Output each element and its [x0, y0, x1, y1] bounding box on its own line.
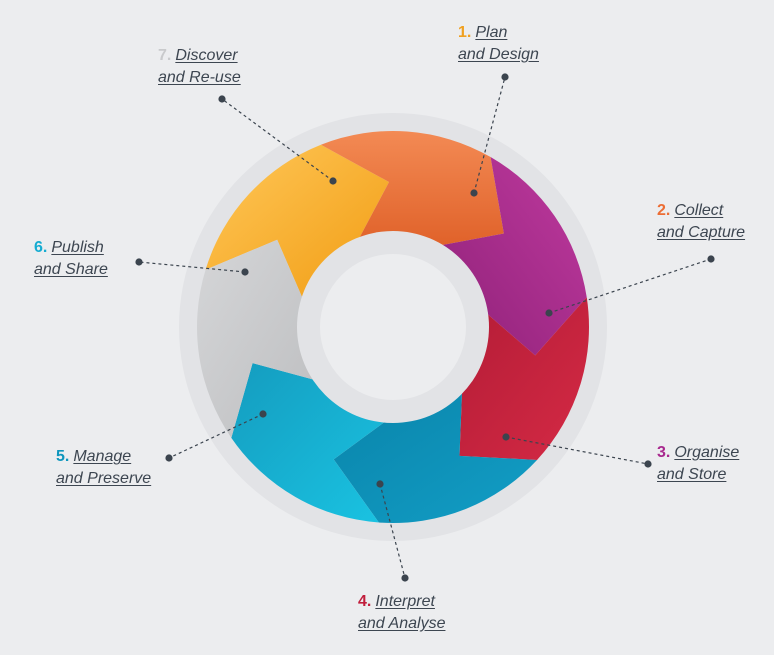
- step-number: 2.: [657, 202, 671, 219]
- step-6-publish-label[interactable]: 6. Publish and Share: [34, 237, 108, 281]
- step-subtitle[interactable]: and Share: [34, 261, 108, 278]
- step-4-interpret-label[interactable]: 4. Interpret and Analyse: [358, 591, 445, 635]
- connector-interpret-dot-label: [401, 574, 409, 582]
- segment-interpret[interactable]: [459, 297, 590, 460]
- step-title[interactable]: Plan: [475, 24, 508, 41]
- connector-collect-dot-label: [707, 255, 715, 263]
- step-title[interactable]: Interpret: [375, 593, 435, 610]
- connector-organise: [505, 436, 649, 465]
- step-number: 6.: [34, 239, 48, 256]
- segment-organise[interactable]: [439, 157, 587, 356]
- connector-manage-dot-label: [165, 454, 173, 462]
- step-number: 3.: [657, 444, 671, 461]
- step-7-discover-label[interactable]: 7. Discover and Re-use: [158, 45, 241, 89]
- step-number: 4.: [358, 593, 372, 610]
- step-title[interactable]: Organise: [674, 444, 740, 461]
- step-number: 7.: [158, 47, 172, 64]
- step-title[interactable]: Manage: [73, 448, 132, 465]
- step-subtitle[interactable]: and Store: [657, 466, 727, 483]
- connector-publish-dot-segment: [241, 268, 249, 276]
- step-subtitle[interactable]: and Capture: [657, 224, 746, 241]
- connector-discover-dot-segment: [329, 177, 337, 185]
- step-number: 5.: [56, 448, 70, 465]
- step-title[interactable]: Publish: [51, 239, 104, 256]
- step-subtitle[interactable]: and Analyse: [358, 615, 446, 632]
- segment-manage[interactable]: [333, 390, 538, 523]
- step-subtitle[interactable]: and Design: [458, 46, 539, 63]
- segment-discover[interactable]: [197, 239, 316, 438]
- connector-organise-dot-label: [644, 460, 652, 468]
- step-5-manage-label[interactable]: 5. Manage and Preserve: [56, 446, 151, 490]
- connector-plan-dot-label: [501, 73, 509, 81]
- step-1-plan-label[interactable]: 1. Plan and Design: [458, 22, 539, 66]
- connector-publish-dot-label: [135, 258, 143, 266]
- connector-organise-dot-segment: [502, 433, 510, 441]
- step-title[interactable]: Collect: [674, 202, 724, 219]
- step-subtitle[interactable]: and Re-use: [158, 69, 241, 86]
- connector-manage: [168, 413, 264, 459]
- center-hole: [320, 254, 466, 400]
- connector-plan-dot-segment: [470, 189, 478, 197]
- connector-manage-dot-segment: [259, 410, 267, 418]
- segment-collect[interactable]: [320, 131, 504, 246]
- segment-plan[interactable]: [205, 144, 390, 300]
- step-title[interactable]: Discover: [175, 47, 238, 64]
- connector-collect: [548, 258, 712, 314]
- connector-discover: [221, 98, 334, 182]
- step-3-organise-label[interactable]: 3. Organise and Store: [657, 442, 739, 486]
- connector-interpret-dot-segment: [376, 480, 384, 488]
- connector-collect-dot-segment: [545, 309, 553, 317]
- step-2-collect-label[interactable]: 2. Collect and Capture: [657, 200, 745, 244]
- connector-interpret: [379, 483, 406, 579]
- connector-discover-dot-label: [218, 95, 226, 103]
- segment-publish[interactable]: [231, 363, 387, 523]
- step-number: 1.: [458, 24, 472, 41]
- connector-plan: [473, 76, 506, 194]
- step-subtitle[interactable]: and Preserve: [56, 470, 152, 487]
